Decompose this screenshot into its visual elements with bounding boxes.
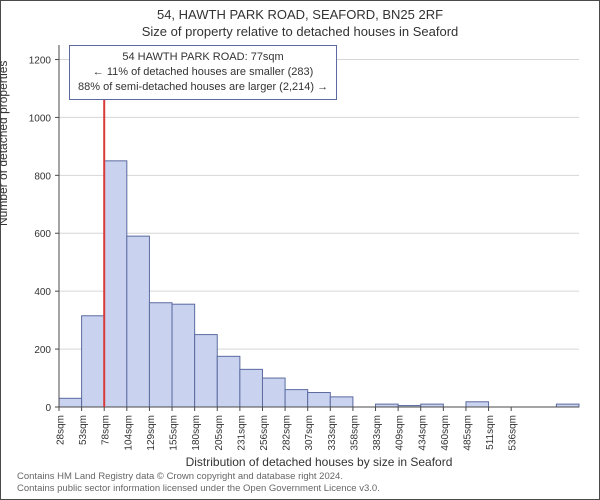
y-tick-label: 0 [45,403,51,414]
y-tick-label: 800 [34,171,51,182]
x-axis-label: Distribution of detached houses by size … [59,455,579,469]
x-tick-label: 333sqm [327,415,338,451]
x-tick-label: 104sqm [123,415,134,451]
histogram-bar [104,161,127,407]
x-tick-label: 485sqm [462,415,473,451]
histogram-bar [82,316,105,407]
histogram-bar [308,393,331,407]
histogram-bar [466,402,489,407]
x-tick-label: 358sqm [349,415,360,451]
histogram-bar [172,304,195,407]
histogram-bar [149,303,172,407]
histogram-bar [59,398,82,407]
y-tick-label: 600 [34,229,51,240]
info-box-line-larger: 88% of semi-detached houses are larger (… [78,80,328,95]
x-tick-label: 434sqm [417,415,428,451]
x-tick-label: 205sqm [214,415,225,451]
histogram-bar [127,236,150,407]
histogram-bar [195,335,218,407]
histogram-bar [262,378,285,407]
info-box-line-size: 54 HAWTH PARK ROAD: 77sqm [78,50,328,65]
footer-line-1: Contains HM Land Registry data © Crown c… [17,471,380,483]
y-tick-label: 200 [34,345,51,356]
histogram-bar [285,390,308,407]
x-tick-label: 409sqm [395,415,406,451]
attribution-footer: Contains HM Land Registry data © Crown c… [17,471,380,495]
chart-frame: 54, HAWTH PARK ROAD, SEAFORD, BN25 2RF S… [0,0,600,500]
y-tick-label: 1200 [29,55,52,66]
x-tick-label: 28sqm [56,415,67,445]
info-box: 54 HAWTH PARK ROAD: 77sqm ← 11% of detac… [69,45,337,100]
x-tick-label: 78sqm [101,415,112,445]
x-tick-label: 155sqm [169,415,180,451]
x-tick-label: 53sqm [78,415,89,445]
info-box-line-smaller: ← 11% of detached houses are smaller (28… [78,65,328,80]
x-tick-label: 383sqm [372,415,383,451]
y-tick-label: 400 [34,287,51,298]
x-tick-label: 307sqm [304,415,315,451]
chart-title-address: 54, HAWTH PARK ROAD, SEAFORD, BN25 2RF [1,7,599,22]
histogram-bar [330,397,353,407]
y-axis-label: Number of detached properties [0,61,10,226]
x-tick-label: 282sqm [282,415,293,451]
x-tick-label: 180sqm [191,415,202,451]
histogram-bar [217,356,240,407]
chart-title-description: Size of property relative to detached ho… [1,24,599,39]
x-tick-label: 511sqm [485,415,496,450]
x-tick-label: 256sqm [259,415,270,451]
x-tick-label: 231sqm [236,415,247,451]
y-tick-label: 1000 [29,113,52,124]
x-tick-label: 536sqm [508,415,519,451]
histogram-bar [240,369,263,407]
x-tick-label: 460sqm [440,415,451,451]
x-tick-label: 129sqm [146,415,157,451]
footer-line-2: Contains public sector information licen… [17,483,380,495]
